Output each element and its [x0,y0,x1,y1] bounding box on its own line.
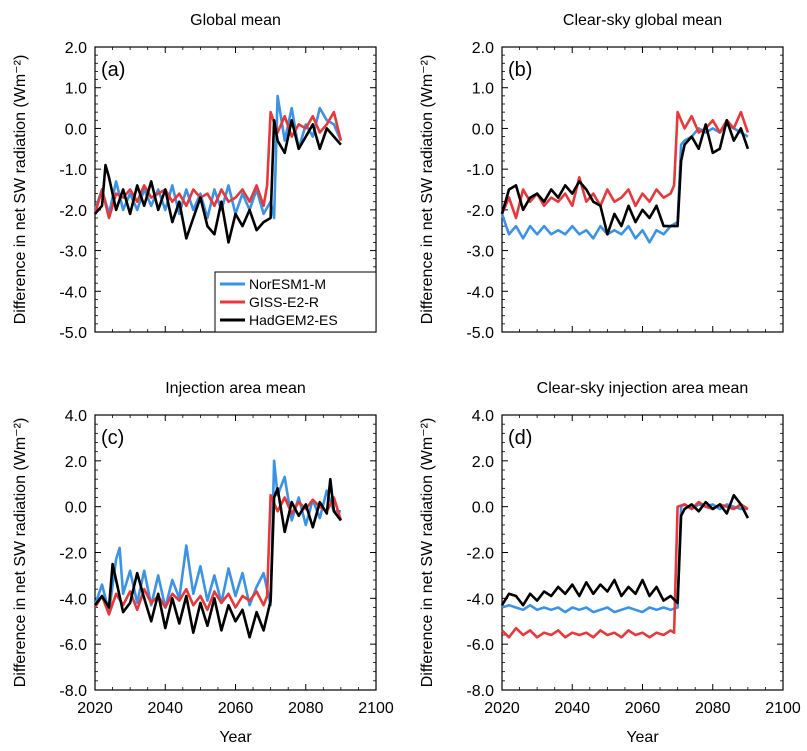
y-tick-label: 2.0 [65,40,87,57]
series-line-giss-e2-r [501,500,749,639]
y-tick-label: -1.0 [59,162,87,179]
panel-a: Global mean (a) -5.0 -4.0 -3.0 -2.0 -1.0 0.0 1.0… [12,12,377,342]
panel-d: Clear-sky injection area mean (d) -8.0 -6.0… [419,380,801,746]
y-tick-label: -3.0 [59,244,87,261]
y-tick-label: 0.0 [65,121,87,138]
x-axis-label: Year [626,729,659,746]
panel-c: Injection area mean (c) -8.0 -6.0 -4.0 -2.0 0.… [12,380,394,746]
legend-label-noresm1-m: NorESM1-M [249,276,326,292]
series-line-hadgem2-es [500,493,750,607]
y-tick-label: -5.0 [466,325,494,342]
legend-label-hadgem2-es: HadGEM2-ES [249,312,338,328]
plot-frame [94,414,377,691]
x-tick-label: 2040 [147,700,183,717]
x-tick-label: 2060 [218,700,254,717]
y-axis-label: Difference in net SW radiation (Wm⁻²) [419,418,436,688]
legend: NorESM1-M GISS-E2-R HadGEM2-ES [214,271,377,333]
y-axis-label: Difference in net SW radiation (Wm⁻²) [12,55,29,325]
y-tick-label: 2.0 [472,40,494,57]
x-tick-label: 2020 [484,700,520,717]
series-line-giss-e2-r [93,110,343,220]
plot-frame [501,414,784,691]
y-tick-label: 1.0 [65,81,87,98]
series-line-noresm1-m [501,503,748,614]
y-axis-label: Difference in net SW radiation (Wm⁻²) [419,55,436,325]
y-tick-label: -6.0 [59,637,87,654]
x-tick-label: 2100 [765,700,801,717]
y-tick-label: 0.0 [472,500,494,517]
y-tick-label: 4.0 [472,408,494,425]
panel-title: Global mean [190,12,281,29]
panel-b: Clear-sky global mean (b) -5.0 -4.0 -3.0 -2.0… [419,12,784,342]
x-tick-label: 2020 [77,700,113,717]
panel-label: (b) [508,59,532,81]
y-tick-label: -3.0 [466,244,494,261]
x-axis-label: Year [219,729,252,746]
y-tick-label: -2.0 [59,203,87,220]
panel-title: Clear-sky global mean [563,12,722,29]
series-line-noresm1-m [93,459,341,614]
panel-label: (a) [101,59,125,81]
legend-label-giss-e2-r: GISS-E2-R [249,294,319,310]
x-tick-label: 2080 [695,700,731,717]
series-line-giss-e2-r [93,493,343,616]
y-tick-label: -4.0 [466,284,494,301]
series-line-noresm1-m [500,123,749,244]
y-axis-label: Difference in net SW radiation (Wm⁻²) [12,418,29,688]
y-tick-label: -5.0 [59,325,87,342]
y-tick-label: 4.0 [65,408,87,425]
series-line-hadgem2-es [500,119,750,236]
panel-title: Clear-sky injection area mean [537,380,749,397]
y-tick-label: -8.0 [466,683,494,700]
panel-label: (c) [101,427,124,449]
y-tick-label: -2.0 [466,203,494,220]
y-tick-label: 2.0 [472,454,494,471]
y-tick-label: -8.0 [59,683,87,700]
series-line-hadgem2-es [94,119,342,244]
y-tick-label: 0.0 [65,500,87,517]
y-tick-label: 2.0 [65,454,87,471]
y-tick-label: -6.0 [466,637,494,654]
y-tick-label: -4.0 [59,284,87,301]
x-tick-label: 2080 [288,700,324,717]
y-tick-label: 0.0 [472,121,494,138]
y-tick-label: -4.0 [466,591,494,608]
plot-frame [501,46,784,333]
series-line-hadgem2-es [93,477,342,639]
x-tick-label: 2100 [358,700,394,717]
y-tick-label: 1.0 [472,81,494,98]
x-tick-label: 2060 [625,700,661,717]
x-tick-label: 2040 [554,700,590,717]
y-tick-label: -4.0 [59,591,87,608]
y-tick-label: -2.0 [466,546,494,563]
y-tick-label: -2.0 [59,546,87,563]
panel-title: Injection area mean [165,380,306,397]
panel-label: (d) [508,427,532,449]
y-tick-label: -1.0 [466,162,494,179]
